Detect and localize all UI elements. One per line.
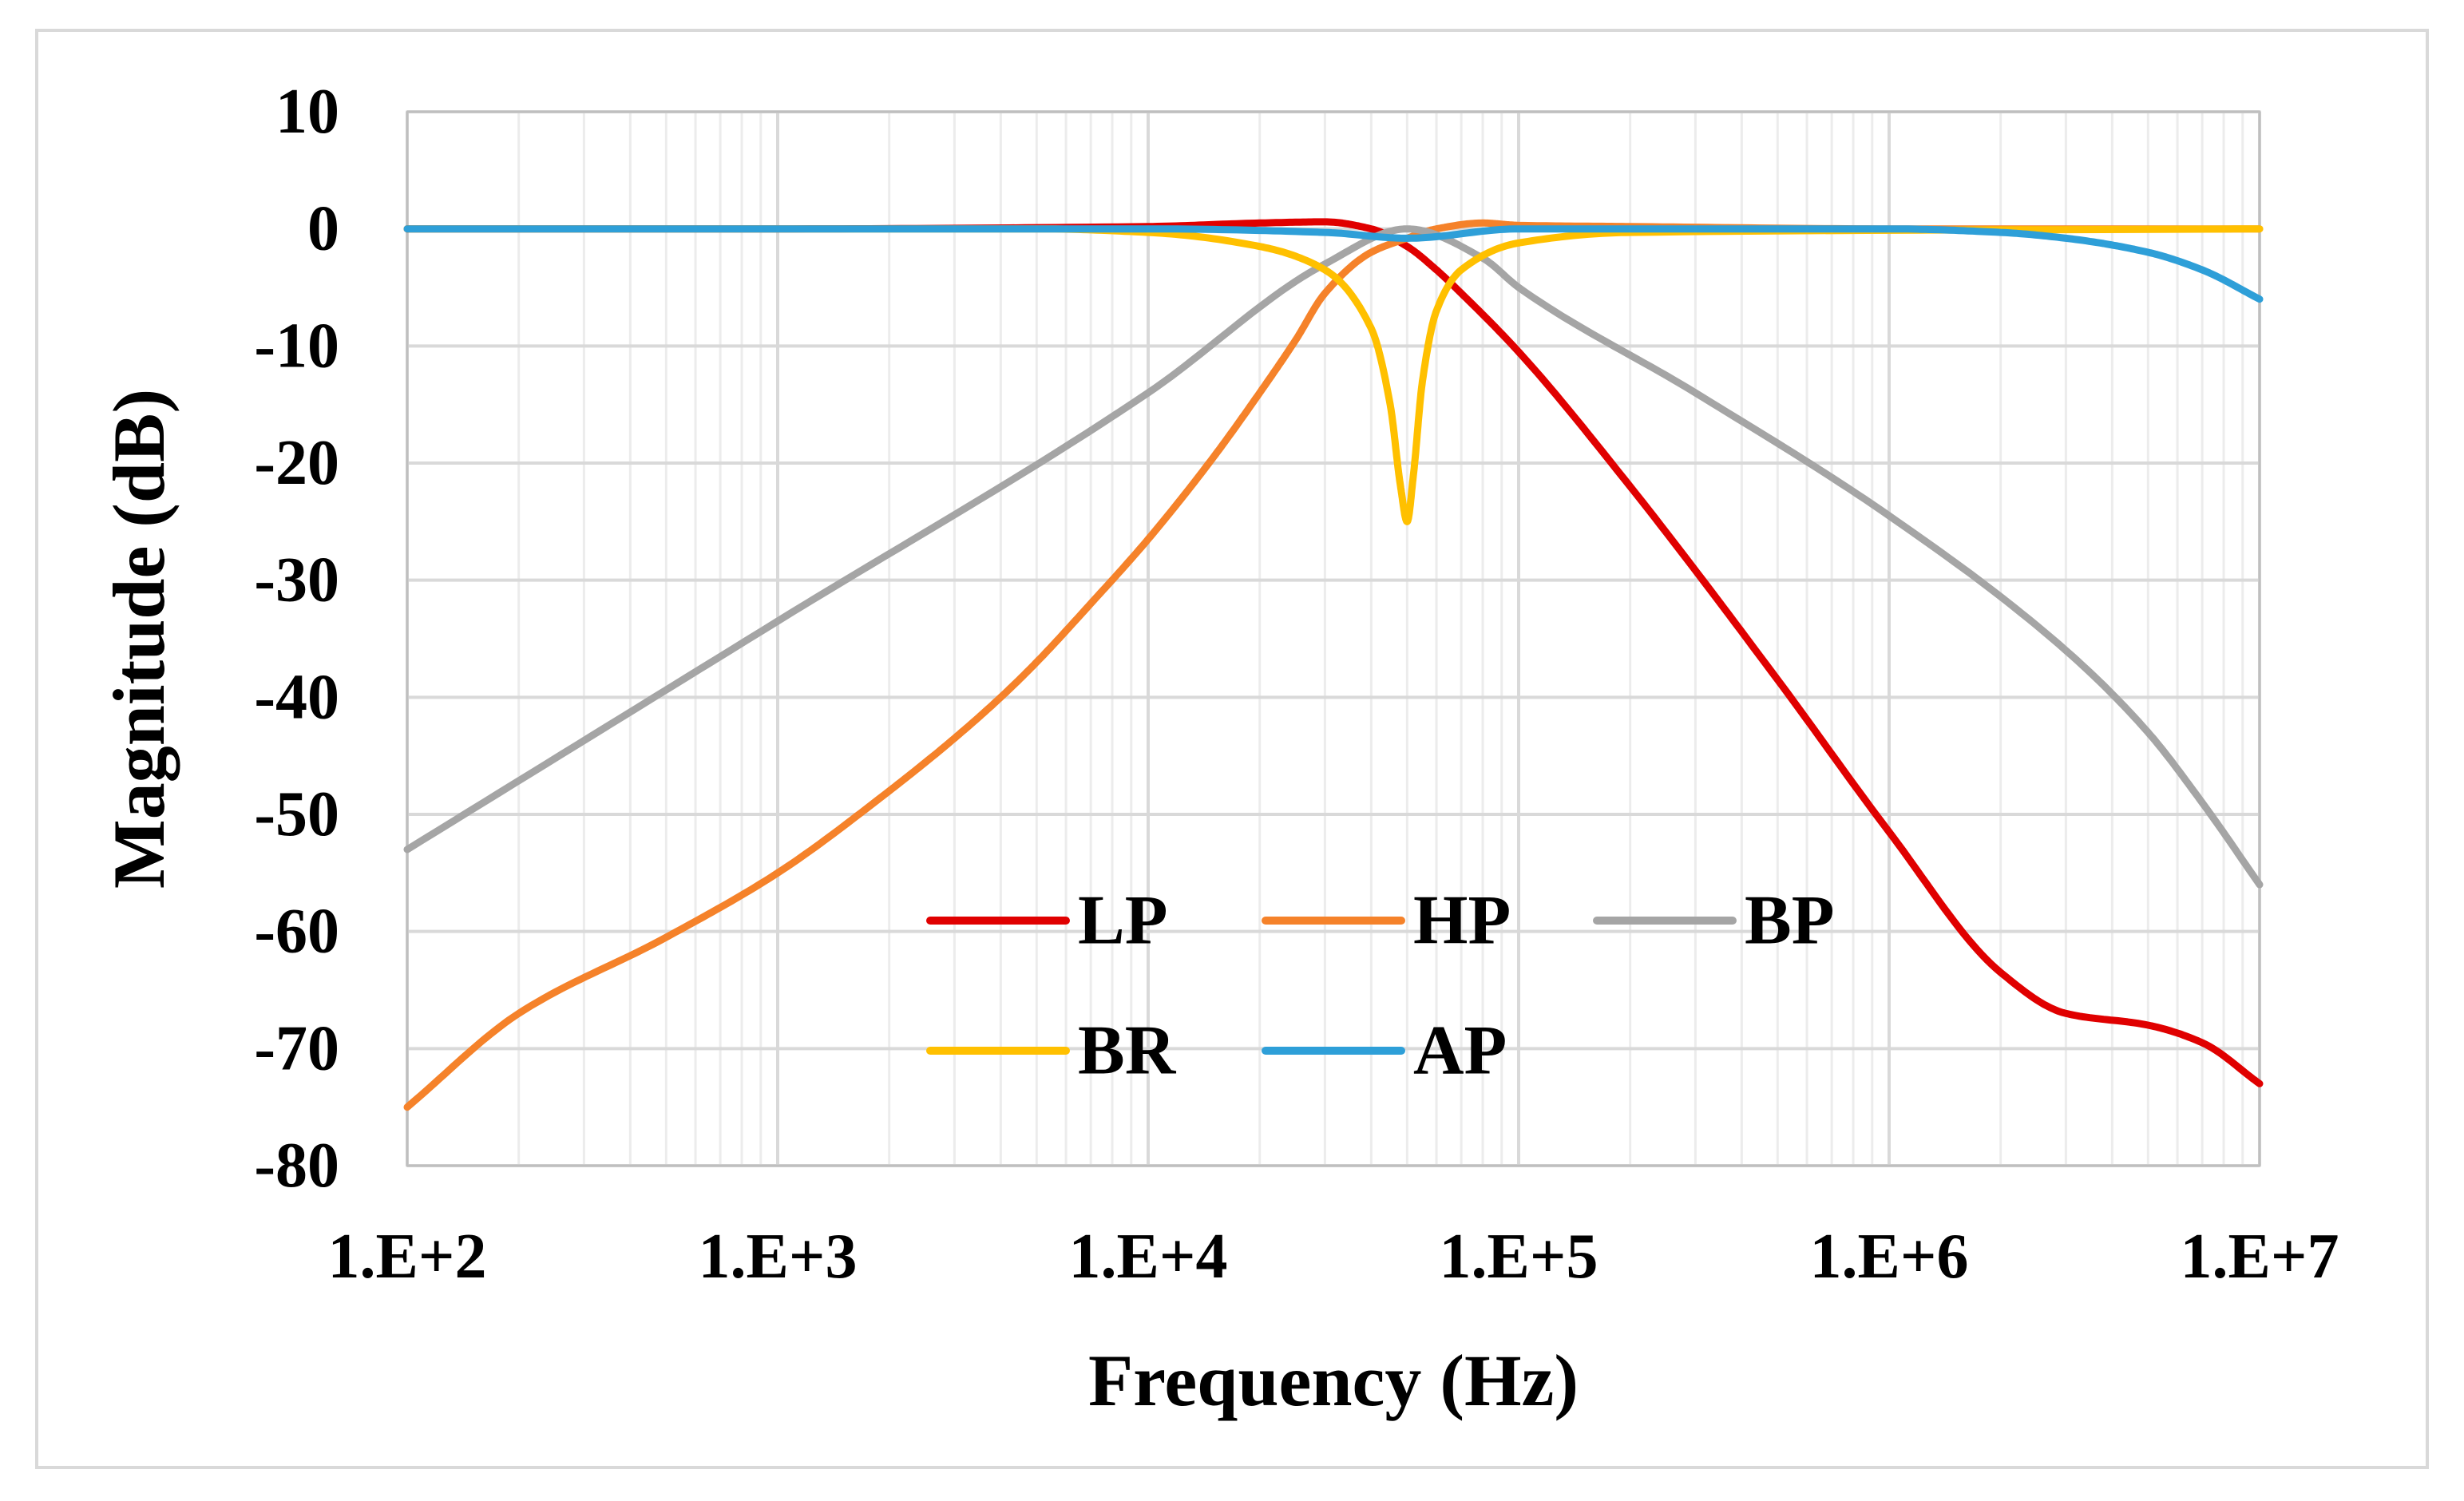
- y-tick-label: 0: [307, 194, 339, 264]
- x-tick-label: 1.E+7: [2181, 1222, 2339, 1292]
- x-tick-label: 1.E+4: [1069, 1222, 1228, 1292]
- y-axis-title: Magnitude (dB): [98, 389, 180, 889]
- plot-area-border: [406, 110, 2261, 1167]
- y-tick-label: -80: [254, 1131, 339, 1201]
- y-tick-label: -70: [254, 1013, 339, 1083]
- x-tick-label: 1.E+3: [699, 1222, 858, 1292]
- x-tick-labels: 1.E+2 1.E+3 1.E+4 1.E+5 1.E+6 1.E+7: [328, 1222, 2339, 1292]
- series-line-hp: [403, 219, 2264, 1111]
- y-tick-label: -10: [254, 311, 339, 381]
- y-tick-label: -50: [254, 779, 339, 850]
- y-tick-label: -60: [254, 897, 339, 967]
- series-layer: [403, 218, 2264, 1111]
- legend-label-bp: BP: [1745, 882, 1834, 960]
- series-line-br: [403, 225, 2264, 525]
- x-tick-label: 1.E+6: [1810, 1222, 1969, 1292]
- y-tick-label: -40: [254, 662, 339, 732]
- x-axis-title: Frequency (Hz): [1088, 1340, 1579, 1421]
- series-line-lp: [403, 218, 2264, 1087]
- legend-label-br: BR: [1078, 1012, 1177, 1090]
- legend: LP HP BP BR AP: [926, 882, 1834, 1090]
- x-tick-label: 1.E+2: [328, 1222, 487, 1292]
- y-tick-labels: 10 0 -10 -20 -30 -40 -50 -60 -70 -80: [254, 77, 339, 1201]
- y-tick-label: 10: [275, 77, 339, 147]
- legend-label-lp: LP: [1078, 882, 1167, 960]
- y-tick-label: -30: [254, 545, 339, 616]
- x-tick-label: 1.E+5: [1440, 1222, 1598, 1292]
- legend-label-hp: HP: [1413, 882, 1511, 960]
- minor-gridlines: [517, 112, 2244, 1166]
- legend-label-ap: AP: [1413, 1012, 1507, 1090]
- y-tick-label: -20: [254, 428, 339, 498]
- series-line-bp: [403, 225, 2264, 889]
- chart-frame: [35, 29, 2429, 1469]
- series-line-ap: [403, 225, 2264, 303]
